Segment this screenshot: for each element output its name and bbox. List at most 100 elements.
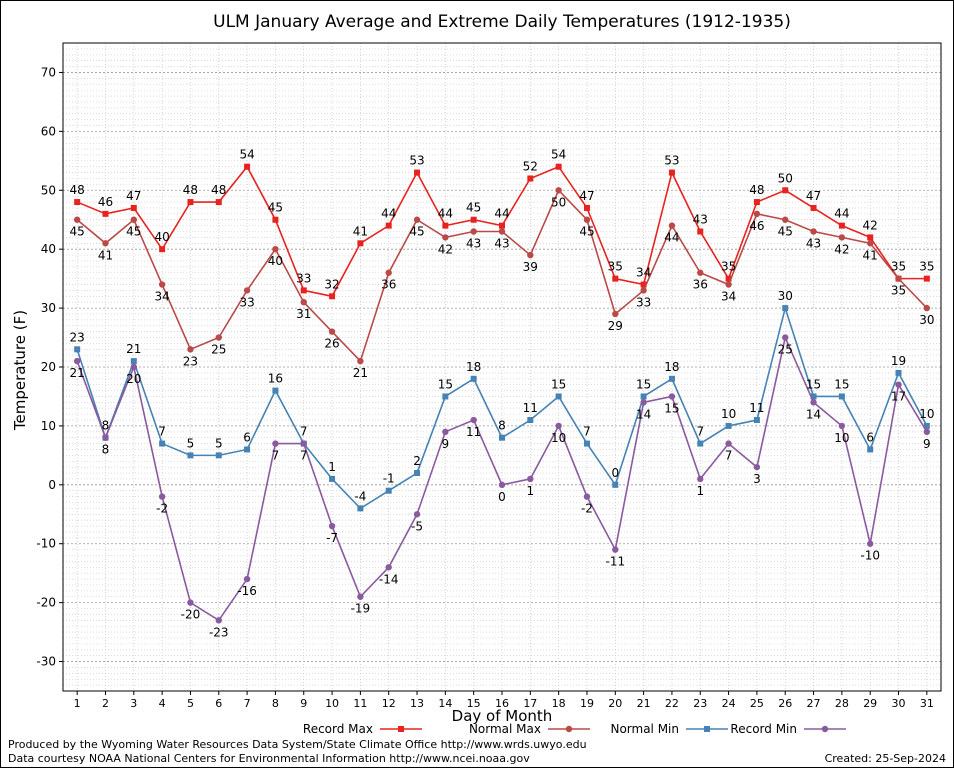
data-label: 54 bbox=[239, 148, 254, 162]
x-tick-label: 8 bbox=[272, 697, 279, 710]
data-point bbox=[612, 275, 619, 282]
x-tick-label: 27 bbox=[807, 697, 821, 710]
legend-marker bbox=[704, 726, 710, 732]
footer-produced-by: Produced by the Wyoming Water Resources … bbox=[8, 738, 587, 751]
data-label: 6 bbox=[866, 430, 874, 444]
data-label: 15 bbox=[636, 377, 651, 391]
x-tick-label: 2 bbox=[102, 697, 109, 710]
data-label: 26 bbox=[324, 337, 339, 351]
x-tick-label: 30 bbox=[892, 697, 906, 710]
x-tick-label: 18 bbox=[552, 697, 566, 710]
data-point bbox=[442, 428, 449, 435]
data-point bbox=[385, 487, 392, 494]
data-point bbox=[470, 228, 477, 235]
data-label: 42 bbox=[863, 218, 878, 232]
data-label: -20 bbox=[181, 608, 201, 622]
data-point bbox=[697, 475, 704, 483]
x-tick-label: 14 bbox=[438, 697, 452, 710]
data-label: 16 bbox=[268, 372, 283, 386]
data-label: 40 bbox=[268, 254, 283, 268]
data-label: 42 bbox=[438, 242, 453, 256]
data-label: 35 bbox=[891, 284, 906, 298]
data-label: 50 bbox=[551, 195, 566, 209]
data-point bbox=[753, 463, 761, 471]
data-point bbox=[272, 387, 279, 394]
data-point bbox=[385, 564, 392, 571]
data-label: -5 bbox=[411, 519, 423, 533]
x-tick-label: 12 bbox=[382, 697, 396, 710]
data-point bbox=[895, 381, 902, 388]
data-label: -1 bbox=[383, 472, 395, 486]
data-label: 54 bbox=[551, 148, 566, 162]
data-label: 10 bbox=[721, 407, 736, 421]
x-tick-label: 25 bbox=[750, 697, 764, 710]
data-point bbox=[159, 246, 166, 253]
grid-lines bbox=[63, 43, 941, 691]
data-point bbox=[810, 399, 817, 406]
data-label: 52 bbox=[523, 159, 538, 173]
data-label: 15 bbox=[438, 377, 453, 391]
x-tick-label: 17 bbox=[523, 697, 537, 710]
data-label: 11 bbox=[466, 425, 481, 439]
x-tick-label: 5 bbox=[187, 697, 194, 710]
data-label: 34 bbox=[636, 266, 651, 280]
data-label: 33 bbox=[636, 295, 651, 309]
data-point bbox=[215, 617, 222, 624]
data-point bbox=[697, 269, 704, 276]
data-point bbox=[414, 169, 421, 176]
y-tick-label: 40 bbox=[41, 242, 56, 256]
data-point bbox=[272, 440, 279, 447]
data-point bbox=[782, 216, 789, 223]
chart-title: ULM January Average and Extreme Daily Te… bbox=[213, 12, 791, 32]
data-point bbox=[668, 222, 676, 229]
data-label: 47 bbox=[579, 189, 594, 203]
data-label: 48 bbox=[211, 183, 226, 197]
data-point bbox=[74, 199, 81, 206]
data-point bbox=[640, 287, 647, 294]
data-point bbox=[328, 522, 336, 530]
data-label: 48 bbox=[749, 183, 764, 197]
data-label: 46 bbox=[749, 219, 764, 233]
data-label: -10 bbox=[860, 549, 880, 563]
data-label: 36 bbox=[381, 278, 396, 292]
data-point bbox=[866, 540, 874, 547]
data-label: -2 bbox=[581, 502, 593, 516]
data-point bbox=[73, 357, 81, 365]
data-point bbox=[697, 440, 704, 447]
x-tick-label: 11 bbox=[353, 697, 367, 710]
data-label: 44 bbox=[494, 207, 509, 221]
data-label: 9 bbox=[923, 437, 931, 451]
data-point bbox=[583, 440, 590, 447]
data-point bbox=[499, 222, 505, 229]
data-label: 43 bbox=[693, 213, 708, 227]
data-point bbox=[895, 369, 902, 376]
data-point bbox=[782, 305, 789, 312]
data-point bbox=[215, 452, 222, 459]
data-point bbox=[357, 357, 364, 365]
data-label: 50 bbox=[778, 171, 793, 185]
data-point bbox=[555, 422, 562, 430]
data-point bbox=[442, 393, 449, 400]
data-point bbox=[470, 416, 477, 424]
data-label: 48 bbox=[70, 183, 85, 197]
data-point bbox=[357, 593, 364, 600]
data-label: 7 bbox=[272, 449, 280, 463]
data-label: 25 bbox=[778, 343, 793, 357]
data-label: 11 bbox=[749, 401, 764, 415]
data-label: -11 bbox=[605, 555, 625, 569]
series-normal-min bbox=[74, 305, 930, 512]
x-axis-label: Day of Month bbox=[452, 707, 553, 725]
data-label: 33 bbox=[239, 295, 254, 309]
data-label: 48 bbox=[183, 183, 198, 197]
data-label: 5 bbox=[215, 436, 223, 450]
data-point bbox=[923, 422, 930, 429]
data-point bbox=[499, 434, 505, 441]
data-label: 47 bbox=[806, 189, 821, 203]
data-label: 44 bbox=[664, 231, 679, 245]
x-tick-label: 28 bbox=[835, 697, 849, 710]
data-label: 25 bbox=[211, 343, 226, 357]
data-point bbox=[555, 163, 562, 170]
data-point bbox=[130, 204, 137, 211]
x-tick-label: 19 bbox=[580, 697, 594, 710]
